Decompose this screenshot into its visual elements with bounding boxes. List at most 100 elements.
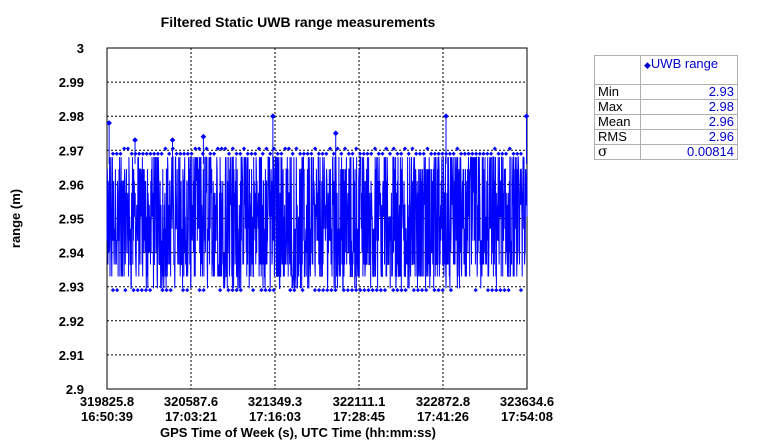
stats-value: 2.96	[640, 129, 738, 145]
data-point	[414, 151, 419, 156]
data-point	[226, 151, 232, 156]
y-tick-labels: 2.9 2.91 2.92 2.93 2.94 2.95 2.96 2.97 2.98 2.99 3	[59, 41, 85, 397]
data-point	[143, 287, 149, 293]
data-point	[218, 287, 223, 293]
data-point	[234, 287, 239, 293]
spike-point	[523, 113, 530, 120]
data-point	[268, 151, 273, 156]
spike-point	[443, 113, 449, 120]
stats-row-max: Max 2.98	[594, 99, 738, 115]
legend-entry: ◆UWB range	[640, 55, 738, 85]
data-point	[440, 151, 445, 156]
data-point	[110, 151, 116, 156]
data-point	[515, 151, 520, 156]
data-point	[447, 151, 453, 156]
data-point	[370, 287, 375, 293]
data-point	[163, 146, 168, 151]
data-point	[341, 287, 346, 293]
data-point	[185, 151, 190, 156]
data-point	[477, 151, 482, 156]
data-point	[230, 146, 235, 151]
data-point	[275, 151, 280, 156]
data-point	[369, 151, 374, 156]
data-point	[473, 287, 478, 293]
data-point	[331, 151, 336, 156]
data-point	[410, 146, 415, 151]
data-point	[403, 287, 408, 293]
y-tick-label: 2.93	[59, 280, 84, 295]
data-point	[335, 146, 340, 151]
data-point	[395, 287, 400, 293]
data-point	[215, 146, 220, 151]
series-line	[106, 156, 528, 289]
data-point	[180, 287, 186, 293]
legend-marker: ◆	[644, 60, 651, 70]
data-point	[481, 151, 486, 156]
x-tick-label-utc: 17:54:08	[501, 409, 553, 424]
data-point	[357, 151, 363, 156]
data-point	[354, 146, 359, 151]
data-point	[125, 146, 131, 151]
x-tick-label-utc: 17:03:21	[165, 409, 217, 424]
data-point	[159, 151, 164, 156]
y-tick-label: 2.94	[59, 246, 85, 261]
data-point	[350, 151, 355, 156]
y-tick-label: 2.97	[59, 143, 84, 158]
data-point	[327, 146, 333, 151]
x-tick-label-gps: 321349.3	[248, 394, 302, 409]
data-point	[245, 151, 250, 156]
data-point	[114, 151, 119, 156]
data-point	[432, 287, 437, 293]
data-point	[305, 151, 310, 156]
data-point	[429, 151, 434, 156]
data-point	[264, 146, 269, 151]
data-point	[260, 151, 265, 156]
x-tick-label-utc: 16:50:39	[81, 409, 133, 424]
stats-value: 2.93	[640, 84, 738, 100]
y-tick-label: 2.99	[59, 75, 84, 90]
data-point	[309, 151, 314, 156]
x-tick-label-gps: 319825.8	[80, 394, 134, 409]
data-point	[411, 287, 416, 293]
data-point	[502, 287, 507, 293]
y-axis-label: range (m)	[8, 189, 23, 248]
data-point	[511, 151, 516, 156]
stats-label: Mean	[594, 114, 641, 130]
data-point	[131, 287, 136, 293]
spike-point	[132, 137, 138, 143]
data-point	[440, 287, 445, 293]
data-point	[448, 287, 454, 293]
data-point	[455, 146, 460, 151]
data-point	[223, 146, 228, 151]
data-point	[395, 151, 400, 156]
data-point	[294, 146, 299, 151]
data-point	[391, 287, 396, 293]
data-point	[399, 151, 404, 156]
data-point	[320, 151, 325, 156]
stats-row-rms: RMS 2.96	[594, 129, 738, 145]
data-point	[503, 151, 509, 156]
data-point	[122, 146, 127, 151]
data-point	[329, 287, 334, 293]
y-tick-label: 2.95	[59, 212, 84, 227]
data-point	[137, 151, 142, 156]
x-tick-label-gps: 322872.8	[416, 394, 470, 409]
data-point	[490, 287, 495, 293]
data-point	[301, 151, 307, 156]
data-point	[462, 151, 467, 156]
data-point	[321, 287, 326, 293]
data-point	[387, 151, 393, 156]
data-point	[147, 287, 153, 293]
data-point	[139, 287, 144, 293]
data-point	[345, 287, 351, 293]
data-point	[384, 146, 389, 151]
data-point	[234, 151, 239, 156]
y-tick-label: 2.91	[59, 348, 84, 363]
y-tick-label: 3	[77, 41, 84, 56]
data-point	[325, 287, 330, 293]
data-point	[488, 151, 494, 156]
data-point	[226, 287, 231, 293]
data-point	[249, 151, 254, 156]
data-point	[152, 151, 157, 156]
